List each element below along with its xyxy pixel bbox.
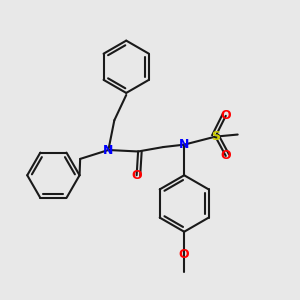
Text: O: O bbox=[220, 149, 231, 162]
Text: O: O bbox=[179, 248, 190, 260]
Text: N: N bbox=[103, 143, 114, 157]
Text: O: O bbox=[220, 109, 231, 122]
Text: S: S bbox=[211, 130, 220, 143]
Text: O: O bbox=[131, 169, 142, 182]
Text: N: N bbox=[179, 138, 189, 151]
